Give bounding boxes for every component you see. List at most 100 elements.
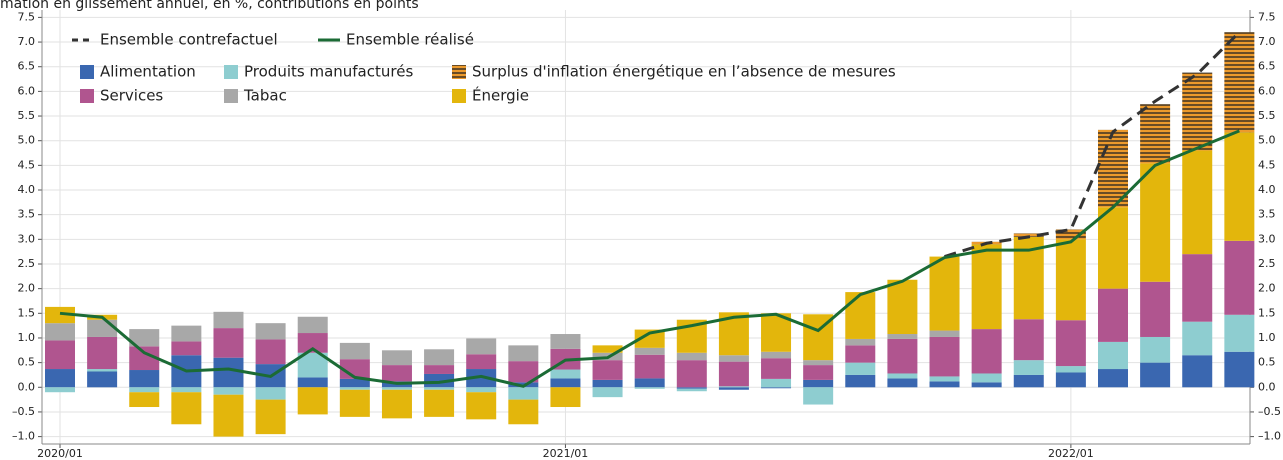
bar-segment [213, 394, 244, 437]
y2-tick-label: 5.5 [1258, 109, 1276, 122]
bar-segment [1140, 362, 1171, 388]
bar-segment [718, 361, 749, 387]
bar-segment [45, 323, 75, 341]
bar-segment [718, 387, 749, 390]
bar-segment [255, 339, 286, 365]
bar-segment [929, 256, 960, 331]
bar-segment [45, 306, 75, 324]
bar-segment [45, 387, 75, 393]
bar-segment [171, 392, 202, 425]
legend-label: Tabac [243, 87, 287, 105]
y2-tick-label: 4.0 [1258, 183, 1276, 196]
y-tick-label: 6.5 [18, 60, 36, 73]
line [944, 31, 1241, 259]
bar-segment [1013, 319, 1044, 361]
y-tick-label: 2.5 [18, 257, 36, 270]
y2-tick-label: 4.5 [1258, 158, 1276, 171]
bar-segment [550, 387, 581, 408]
bar-segment [845, 338, 876, 346]
y-tick-label: 1.0 [18, 331, 36, 344]
bar-segment [592, 379, 623, 388]
bar-segment [87, 319, 118, 337]
bar-segment [803, 360, 834, 366]
bar-segment [592, 387, 623, 398]
bar-segment [1013, 233, 1044, 237]
bar-segment [761, 358, 792, 379]
bar-segment [1140, 281, 1171, 337]
legend-label: Ensemble réalisé [346, 31, 474, 49]
bar-segment [339, 387, 370, 390]
y2-tick-label: 3.0 [1258, 232, 1276, 245]
bar-segment [171, 387, 202, 393]
bar-segment [1055, 366, 1086, 373]
y-tick-label: 0.5 [18, 356, 36, 369]
y2-tick-label: 1.0 [1258, 331, 1276, 344]
y-tick-label: 3.0 [18, 232, 36, 245]
bar-segment [339, 342, 370, 360]
y2-tick-label: 7.0 [1258, 35, 1276, 48]
y2-tick-label: 6.5 [1258, 60, 1276, 73]
bar-segment [718, 355, 749, 362]
bar-segment [1224, 351, 1255, 388]
bar-segment [1182, 254, 1213, 322]
legend-swatch [80, 65, 94, 79]
x-tick-label: 2022/01 [1048, 447, 1094, 460]
bar-segment [1140, 336, 1171, 363]
bar-segment [255, 323, 286, 340]
bar-segment [466, 369, 497, 388]
bar-segment [171, 341, 202, 356]
legend-label: Surplus d'inflation énergétique en l’abs… [472, 63, 896, 81]
bar-segment [1224, 132, 1255, 241]
bar-segment [87, 369, 118, 372]
legend-label: Ensemble contrefactuel [100, 31, 278, 49]
bar-segment [971, 329, 1002, 374]
bar-segment [297, 333, 328, 353]
bar-segment [129, 387, 160, 393]
legend-label: Énergie [472, 86, 529, 105]
bar-segment [1182, 355, 1213, 388]
bar-segment [634, 387, 665, 389]
bar-segment [929, 381, 960, 388]
bar-segment [381, 389, 412, 419]
bar-segment [1140, 163, 1171, 282]
bar-segment [761, 351, 792, 359]
bar-segment [676, 388, 707, 392]
legend-label: Services [100, 87, 163, 105]
bar-segment [466, 387, 497, 393]
legend-swatch [224, 65, 238, 79]
line [59, 129, 1240, 388]
bar-segment [550, 334, 581, 349]
bar-segment [339, 378, 370, 388]
bar-segment [676, 352, 707, 361]
y2-tick-label: 6.0 [1258, 84, 1276, 97]
legend-swatch [452, 65, 466, 79]
bar-segment [887, 334, 918, 339]
bar-segment [129, 392, 160, 408]
bar-segment [508, 399, 539, 425]
bar-segment [803, 387, 834, 405]
bar-segment [887, 373, 918, 379]
bar-segment [1098, 369, 1128, 388]
bar-segment [381, 387, 412, 390]
y2-tick-label: 1.5 [1258, 306, 1276, 319]
bar-segment [339, 389, 370, 417]
bar-segment [129, 370, 160, 388]
bar-segment [929, 336, 960, 377]
bar-segment [297, 387, 328, 415]
y2-tick-label: 7.5 [1258, 10, 1276, 23]
bar-segment [466, 392, 497, 420]
bar-segment [508, 345, 539, 362]
y2-tick-label: –1.0 [1258, 430, 1281, 443]
bar-segment [255, 387, 286, 400]
bar-segment [381, 365, 412, 382]
legend-swatch [452, 89, 466, 103]
bar-segment [297, 316, 328, 334]
y-tick-label: 7.0 [18, 35, 36, 48]
y2-tick-label: –0.5 [1258, 405, 1281, 418]
bar-segment [1055, 372, 1086, 388]
bar-segment [1055, 229, 1086, 240]
bar-segment [45, 369, 75, 388]
y-tick-label: 2.0 [18, 282, 36, 295]
bar-segment [1098, 288, 1128, 342]
bar-segment [845, 374, 876, 388]
